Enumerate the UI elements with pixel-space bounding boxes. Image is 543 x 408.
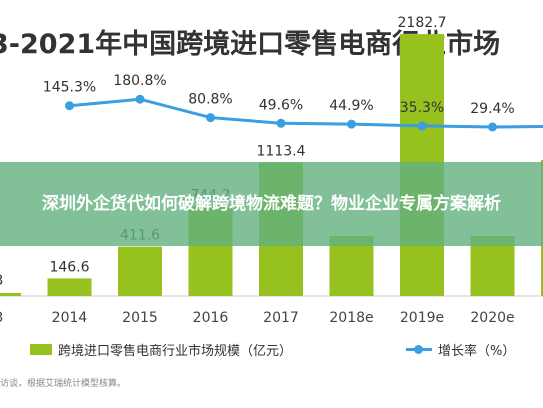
x-tick-2016: 2016 (193, 310, 229, 326)
x-tick-2019e: 2019e (400, 310, 444, 326)
bar-label-2014: 146.6 (49, 259, 89, 275)
growth-rate-line (69, 97, 543, 129)
legend-label-growth-rate: 增长率（%） (438, 344, 516, 359)
legend-label-market-size: 跨境进口零售电商行业市场规模（亿元） (58, 344, 293, 359)
x-tick-2014: 2014 (52, 310, 88, 326)
bar-2020e (470, 236, 515, 296)
source-note: 访谈，根据艾瑞统计模型核算。 (0, 379, 127, 389)
x-tick-3: 3 (0, 310, 3, 326)
growth-label-2017: 49.6% (259, 97, 303, 113)
growth-point-2018e (347, 119, 356, 129)
bar-2014 (47, 278, 92, 296)
growth-point-2015 (135, 94, 145, 104)
growth-label-2014: 145.3% (43, 80, 96, 96)
legend-item-market-size: 跨境进口零售电商行业市场规模（亿元） (30, 340, 292, 359)
bar-2015 (118, 246, 162, 296)
x-tick-2020e: 2020e (470, 310, 514, 326)
growth-label-2020e: 29.4% (470, 101, 514, 117)
growth-label-2015: 180.8% (113, 73, 166, 89)
legend-bar-swatch (30, 344, 52, 355)
bar-2018e (329, 236, 374, 296)
x-tick-2018e: 2018e (329, 310, 373, 326)
legend-line-swatch (406, 344, 432, 355)
chart-legend: 跨境进口零售电商行业市场规模（亿元） 增长率（%） (0, 340, 543, 362)
bar-edge-left (0, 293, 21, 296)
overlay-banner: 深圳外企货代如何破解跨境物流难题？物业企业专属方案解析 (0, 162, 543, 246)
growth-point-2020e (488, 122, 497, 132)
bar-label-3: 3 (0, 273, 3, 289)
x-tick-2015: 2015 (122, 310, 158, 326)
growth-point-2019e (417, 121, 427, 131)
growth-label-2016: 80.8% (188, 92, 232, 108)
bar-label-2019e: 2182.7 (398, 15, 447, 31)
banner-text: 深圳外企货代如何破解跨境物流难题？物业企业专属方案解析 (42, 194, 501, 214)
x-tick-2017: 2017 (263, 310, 299, 326)
growth-label-2018e: 44.9% (329, 98, 373, 114)
growth-label-2019e: 35.3% (400, 100, 444, 116)
growth-point-2017 (276, 118, 286, 128)
growth-point-2016 (206, 113, 215, 123)
growth-point-2014 (65, 101, 74, 111)
legend-item-growth-rate: 增长率（%） (406, 340, 515, 359)
bar-label-2017: 1113.4 (257, 143, 306, 159)
